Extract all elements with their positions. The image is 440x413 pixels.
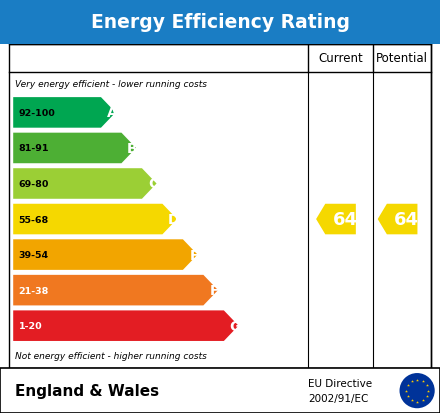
Bar [9, 45, 431, 368]
Polygon shape [13, 204, 177, 235]
Text: 2002/91/EC: 2002/91/EC [308, 393, 368, 403]
Text: EU Directive: EU Directive [308, 378, 372, 388]
Text: Energy Efficiency Rating: Energy Efficiency Rating [91, 13, 349, 32]
Text: Very energy efficient - lower running costs: Very energy efficient - lower running co… [15, 80, 207, 88]
Text: 55-68: 55-68 [18, 215, 49, 224]
Polygon shape [316, 204, 356, 235]
Text: 1-20: 1-20 [18, 321, 42, 330]
Text: F: F [210, 283, 219, 297]
Text: B: B [127, 142, 138, 156]
Ellipse shape [400, 373, 435, 408]
Text: 81-91: 81-91 [18, 144, 49, 153]
Polygon shape [13, 98, 116, 128]
Text: 21-38: 21-38 [18, 286, 49, 295]
Text: E: E [189, 248, 199, 262]
Bar [0, 368, 440, 413]
Text: 69-80: 69-80 [18, 180, 49, 189]
Text: Current: Current [318, 52, 363, 65]
Text: 64: 64 [394, 211, 419, 228]
Polygon shape [13, 275, 218, 306]
Bar [0, 0, 440, 45]
Text: A: A [107, 106, 117, 120]
Text: 64: 64 [333, 211, 357, 228]
Polygon shape [13, 311, 238, 341]
Text: England & Wales: England & Wales [15, 383, 160, 398]
Text: Potential: Potential [376, 52, 428, 65]
Text: 92-100: 92-100 [18, 109, 55, 118]
Polygon shape [13, 133, 136, 164]
Polygon shape [13, 169, 157, 199]
Text: G: G [229, 319, 241, 333]
Polygon shape [13, 240, 198, 270]
Text: Not energy efficient - higher running costs: Not energy efficient - higher running co… [15, 351, 207, 361]
Text: C: C [148, 177, 158, 191]
Polygon shape [378, 204, 418, 235]
Text: D: D [168, 213, 179, 226]
Text: 39-54: 39-54 [18, 250, 48, 259]
